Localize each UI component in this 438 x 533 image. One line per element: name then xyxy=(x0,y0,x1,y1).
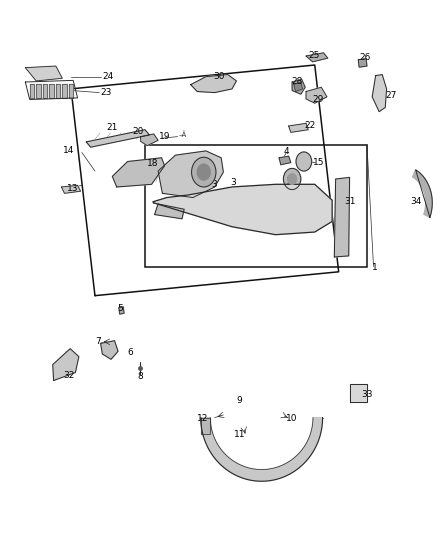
Polygon shape xyxy=(86,130,149,147)
Polygon shape xyxy=(30,84,34,98)
Polygon shape xyxy=(153,184,332,235)
Polygon shape xyxy=(119,307,124,314)
Bar xyxy=(145,144,367,266)
Text: 27: 27 xyxy=(385,91,396,100)
Polygon shape xyxy=(62,84,67,98)
Polygon shape xyxy=(155,204,184,219)
Text: 26: 26 xyxy=(359,53,371,62)
Text: 21: 21 xyxy=(107,123,118,132)
Text: 25: 25 xyxy=(308,51,320,60)
Circle shape xyxy=(197,164,210,180)
Text: 18: 18 xyxy=(147,159,159,167)
Circle shape xyxy=(288,174,297,184)
Polygon shape xyxy=(372,75,387,112)
Polygon shape xyxy=(69,84,73,98)
Polygon shape xyxy=(350,384,367,402)
Text: 32: 32 xyxy=(63,370,74,379)
Text: 19: 19 xyxy=(159,132,170,141)
Polygon shape xyxy=(294,82,303,92)
Polygon shape xyxy=(113,158,165,187)
Circle shape xyxy=(283,168,301,190)
Polygon shape xyxy=(289,123,308,132)
Text: 33: 33 xyxy=(361,390,373,399)
Polygon shape xyxy=(334,177,350,257)
Polygon shape xyxy=(36,84,41,98)
Polygon shape xyxy=(292,79,305,94)
Polygon shape xyxy=(61,185,81,193)
Polygon shape xyxy=(158,151,223,198)
Text: 8: 8 xyxy=(138,372,144,381)
Polygon shape xyxy=(279,156,291,165)
Polygon shape xyxy=(191,75,237,93)
Polygon shape xyxy=(201,418,210,433)
Text: 6: 6 xyxy=(127,348,133,357)
Polygon shape xyxy=(306,87,327,103)
Text: 10: 10 xyxy=(286,414,298,423)
Text: 16: 16 xyxy=(286,177,298,186)
Polygon shape xyxy=(141,134,158,146)
Text: 15: 15 xyxy=(312,158,324,166)
Circle shape xyxy=(191,157,216,187)
Text: 4: 4 xyxy=(284,147,289,156)
Polygon shape xyxy=(101,341,118,359)
Text: 13: 13 xyxy=(67,183,78,192)
Text: 5: 5 xyxy=(117,304,123,313)
Text: 34: 34 xyxy=(410,197,421,206)
Polygon shape xyxy=(413,170,432,217)
Text: 23: 23 xyxy=(100,88,112,97)
Text: 12: 12 xyxy=(197,414,208,423)
Text: 30: 30 xyxy=(213,72,225,81)
Polygon shape xyxy=(53,349,79,381)
Polygon shape xyxy=(358,59,367,67)
Text: 24: 24 xyxy=(102,72,113,81)
Text: 7: 7 xyxy=(95,337,101,346)
Text: 20: 20 xyxy=(133,127,144,136)
Text: 1: 1 xyxy=(371,263,377,272)
Polygon shape xyxy=(306,53,328,62)
Text: 14: 14 xyxy=(63,147,74,156)
Polygon shape xyxy=(43,84,47,98)
Text: 31: 31 xyxy=(344,197,355,206)
Text: 28: 28 xyxy=(291,77,303,86)
Polygon shape xyxy=(56,84,60,98)
Text: 3: 3 xyxy=(212,180,218,189)
Text: 9: 9 xyxy=(237,395,242,405)
Text: –Â: –Â xyxy=(179,131,187,138)
Text: 29: 29 xyxy=(313,95,324,104)
Circle shape xyxy=(296,152,312,171)
Text: 3: 3 xyxy=(230,178,236,187)
Polygon shape xyxy=(49,84,53,98)
Text: 11: 11 xyxy=(234,430,246,439)
Polygon shape xyxy=(201,418,322,481)
Text: 22: 22 xyxy=(305,122,316,131)
Text: 17: 17 xyxy=(194,167,205,176)
Polygon shape xyxy=(25,66,62,81)
